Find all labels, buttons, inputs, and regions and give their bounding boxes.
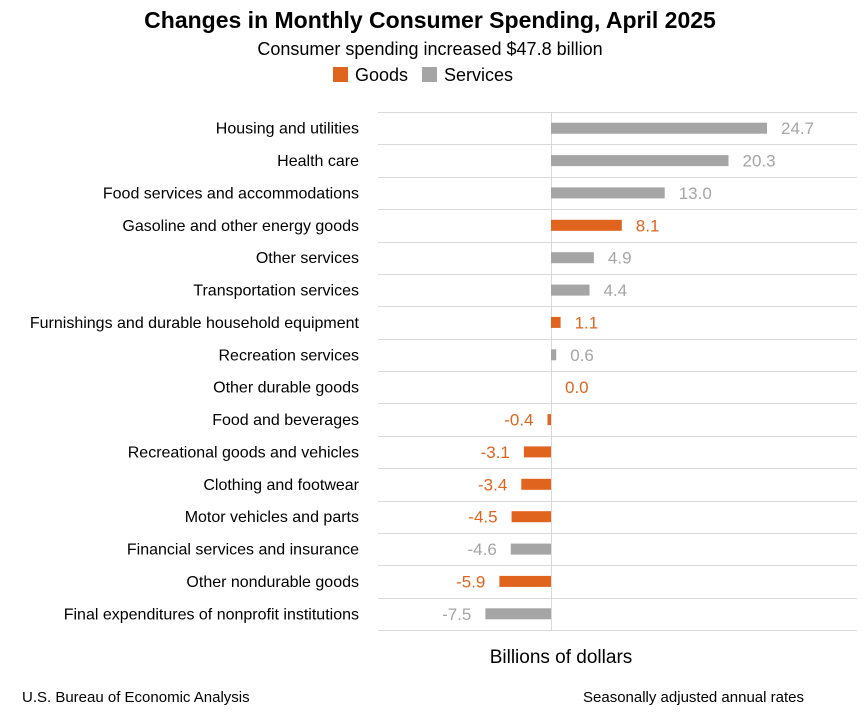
category-label: Other durable goods xyxy=(213,380,359,397)
category-labels: Housing and utilities Health care Food ser… xyxy=(30,121,360,624)
value-label: 1.1 xyxy=(575,313,599,332)
value-label: 13.0 xyxy=(679,184,712,203)
bar xyxy=(551,122,767,134)
category-label: Other nondurable goods xyxy=(186,574,359,591)
legend-label-goods: Goods xyxy=(355,65,408,85)
category-label: Transportation services xyxy=(193,283,359,300)
bar xyxy=(523,446,551,458)
value-label: 4.9 xyxy=(608,249,632,268)
category-label: Recreational goods and vehicles xyxy=(128,444,359,461)
legend-swatch-goods xyxy=(333,67,348,82)
bar xyxy=(521,478,551,490)
value-label: -4.5 xyxy=(468,508,497,527)
category-label: Financial services and insurance xyxy=(127,542,359,559)
value-label: -3.1 xyxy=(481,443,510,462)
category-label: Final expenditures of nonprofit institut… xyxy=(64,606,359,623)
bar xyxy=(551,316,561,328)
bar xyxy=(485,608,551,620)
bar xyxy=(551,284,590,296)
category-label: Health care xyxy=(277,153,359,170)
bar xyxy=(511,511,551,523)
bars xyxy=(485,122,767,620)
value-label: -5.9 xyxy=(456,572,485,591)
value-label: 4.4 xyxy=(604,281,628,300)
category-label: Recreation services xyxy=(219,347,360,364)
value-label: 0.6 xyxy=(570,346,594,365)
category-label: Housing and utilities xyxy=(216,121,359,138)
gridlines xyxy=(378,112,857,631)
chart-subtitle: Consumer spending increased $47.8 billio… xyxy=(257,39,602,59)
value-label: -0.4 xyxy=(504,411,533,430)
rates-note: Seasonally adjusted annual rates xyxy=(583,689,804,706)
value-label: 24.7 xyxy=(781,119,814,138)
bar xyxy=(510,543,551,555)
legend-label-services: Services xyxy=(444,65,513,85)
value-labels: 24.7 20.3 13.0 8.14.9 4.4 1.1 0.6 0.0 -0.4 -3.1 -3… xyxy=(442,119,814,624)
category-label: Food services and accommodations xyxy=(103,185,359,202)
bar xyxy=(551,349,557,361)
value-label: 8.1 xyxy=(636,216,660,235)
bar xyxy=(551,252,594,264)
bar xyxy=(499,575,551,587)
category-label: Food and beverages xyxy=(212,412,359,429)
bar xyxy=(551,219,622,231)
category-label: Gasoline and other energy goods xyxy=(122,218,359,235)
value-label: 0.0 xyxy=(565,378,589,397)
bar xyxy=(547,414,551,426)
category-label: Motor vehicles and parts xyxy=(185,509,359,526)
legend: Goods Services xyxy=(333,65,513,85)
bar xyxy=(551,155,729,167)
value-label: -4.6 xyxy=(468,540,497,559)
category-label: Other services xyxy=(256,250,359,267)
value-label: 20.3 xyxy=(743,152,776,171)
category-label: Clothing and footwear xyxy=(203,477,359,494)
bar xyxy=(551,187,665,199)
legend-swatch-services xyxy=(422,67,437,82)
value-label: -3.4 xyxy=(478,475,507,494)
source-note: U.S. Bureau of Economic Analysis xyxy=(22,689,250,706)
chart-title: Changes in Monthly Consumer Spending, Ap… xyxy=(144,7,716,33)
x-axis-label: Billions of dollars xyxy=(490,647,633,668)
value-label: -7.5 xyxy=(442,605,471,624)
category-label: Furnishings and durable household equipm… xyxy=(30,315,360,332)
